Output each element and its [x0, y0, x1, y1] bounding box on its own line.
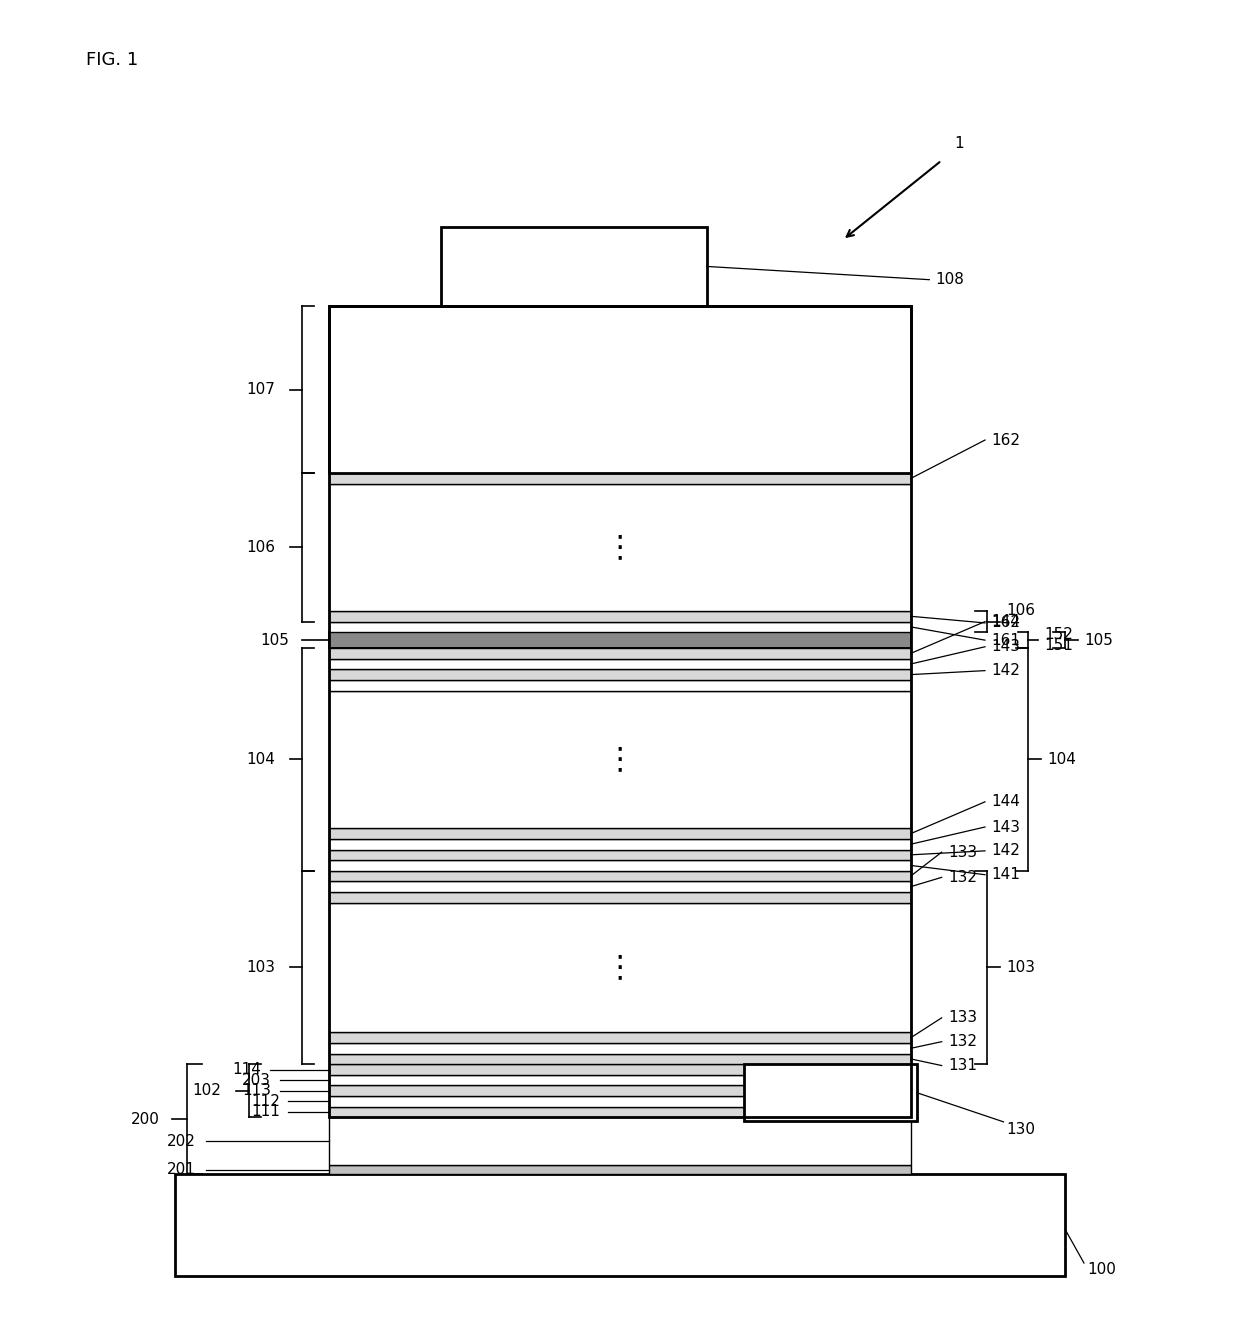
Text: 162: 162	[991, 433, 1021, 448]
Bar	[330, 850, 910, 861]
Text: 105: 105	[1084, 632, 1112, 648]
Text: 151: 151	[1044, 637, 1074, 653]
Bar	[330, 1053, 910, 1064]
Bar	[440, 227, 707, 307]
Text: 102: 102	[192, 1084, 222, 1098]
Text: 142: 142	[991, 663, 1021, 679]
Bar	[330, 839, 910, 850]
Text: 111: 111	[250, 1105, 280, 1120]
Bar	[330, 1117, 910, 1165]
Text: 100: 100	[1087, 1262, 1116, 1278]
Text: 132: 132	[947, 1035, 977, 1049]
Bar	[330, 829, 910, 839]
Text: 143: 143	[991, 639, 1021, 655]
Text: 131: 131	[947, 1058, 977, 1073]
Bar	[330, 1032, 910, 1042]
Text: 162: 162	[991, 615, 1021, 631]
Text: ⋮: ⋮	[605, 954, 635, 981]
Text: 201: 201	[166, 1162, 196, 1177]
Bar	[330, 882, 910, 892]
Bar	[744, 1064, 916, 1121]
Bar	[330, 632, 910, 648]
Bar	[330, 1074, 910, 1085]
Text: ⋮: ⋮	[605, 745, 635, 774]
Text: 130: 130	[1006, 1122, 1035, 1137]
Text: 144: 144	[991, 614, 1021, 629]
Text: 105: 105	[260, 632, 290, 648]
Bar	[330, 861, 910, 871]
Bar	[330, 659, 910, 669]
Text: 104: 104	[1047, 752, 1076, 766]
Text: 144: 144	[991, 794, 1021, 809]
Bar	[330, 1064, 910, 1074]
Bar	[330, 903, 910, 1032]
Text: 106: 106	[246, 540, 275, 555]
Text: 103: 103	[246, 960, 275, 975]
Text: 202: 202	[166, 1134, 196, 1149]
Text: 112: 112	[250, 1094, 280, 1109]
Text: 113: 113	[242, 1084, 272, 1098]
Bar	[330, 1085, 910, 1096]
Text: 132: 132	[947, 870, 977, 884]
Text: 1: 1	[954, 135, 963, 150]
Text: 104: 104	[246, 752, 275, 766]
Text: 133: 133	[947, 845, 977, 859]
Bar	[330, 892, 910, 903]
Bar	[330, 1106, 910, 1117]
Bar	[175, 1174, 1065, 1276]
Bar	[330, 691, 910, 829]
Text: 133: 133	[947, 1011, 977, 1025]
Text: 152: 152	[1044, 627, 1074, 643]
Text: 143: 143	[991, 819, 1021, 834]
Text: 108: 108	[935, 272, 965, 287]
Bar	[330, 871, 910, 882]
Text: 200: 200	[131, 1112, 160, 1126]
Bar	[330, 307, 910, 473]
Bar	[330, 648, 910, 659]
Text: FIG. 1: FIG. 1	[86, 50, 138, 69]
Bar	[330, 622, 910, 632]
Bar	[330, 680, 910, 691]
Bar	[330, 1165, 910, 1174]
Text: 103: 103	[1006, 960, 1035, 975]
Bar	[330, 669, 910, 680]
Bar	[330, 483, 910, 611]
Text: 106: 106	[1006, 603, 1035, 619]
Text: 107: 107	[246, 382, 275, 397]
Text: ⋮: ⋮	[605, 533, 635, 562]
Text: 114: 114	[232, 1062, 262, 1077]
Text: 141: 141	[991, 867, 1021, 882]
Text: 142: 142	[991, 843, 1021, 858]
Bar	[330, 611, 910, 622]
Bar	[330, 307, 910, 1117]
Bar	[330, 1096, 910, 1106]
Text: 161: 161	[991, 632, 1021, 648]
Text: 203: 203	[242, 1073, 272, 1088]
Bar	[330, 473, 910, 483]
Bar	[330, 1042, 910, 1053]
